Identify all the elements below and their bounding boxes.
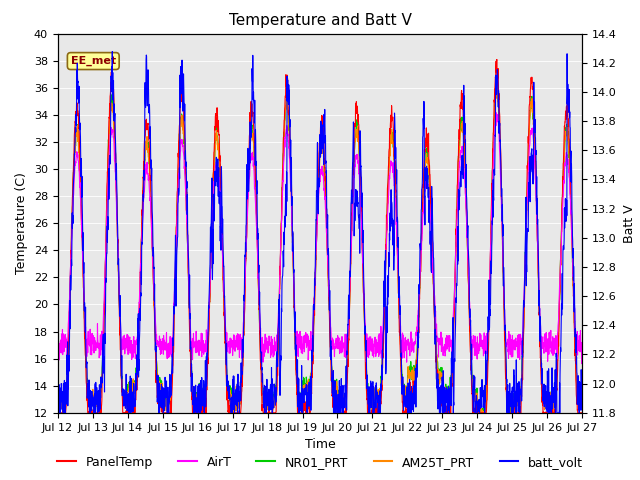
AirT — [547, 327, 555, 333]
NR01_PRT — [200, 386, 208, 392]
AirT — [335, 335, 342, 341]
batt_volt — [532, 198, 540, 204]
AM25T_PRT — [547, 397, 555, 403]
PanelTemp — [532, 182, 540, 188]
AirT — [578, 361, 586, 367]
batt_volt — [54, 386, 61, 392]
Line: NR01_PRT: NR01_PRT — [58, 86, 582, 413]
AM25T_PRT — [347, 260, 355, 265]
NR01_PRT — [474, 410, 482, 416]
AM25T_PRT — [54, 404, 61, 409]
NR01_PRT — [472, 386, 480, 392]
NR01_PRT — [547, 393, 555, 399]
batt_volt — [347, 220, 355, 226]
Line: AirT: AirT — [58, 113, 582, 364]
batt_volt — [547, 393, 555, 398]
Y-axis label: Batt V: Batt V — [623, 204, 636, 242]
AM25T_PRT — [532, 201, 540, 207]
PanelTemp — [493, 57, 500, 62]
PanelTemp — [335, 410, 342, 416]
Line: AM25T_PRT: AM25T_PRT — [58, 83, 582, 413]
AM25T_PRT — [579, 400, 586, 406]
AirT — [200, 344, 208, 350]
AM25T_PRT — [200, 389, 208, 395]
Legend: PanelTemp, AirT, NR01_PRT, AM25T_PRT, batt_volt: PanelTemp, AirT, NR01_PRT, AM25T_PRT, ba… — [52, 451, 588, 474]
NR01_PRT — [335, 387, 342, 393]
AirT — [472, 346, 480, 352]
NR01_PRT — [54, 395, 61, 400]
NR01_PRT — [493, 83, 500, 89]
PanelTemp — [579, 410, 586, 416]
batt_volt — [473, 395, 481, 401]
AM25T_PRT — [472, 396, 480, 402]
batt_volt — [200, 393, 208, 398]
batt_volt — [335, 378, 343, 384]
batt_volt — [108, 48, 116, 54]
NR01_PRT — [346, 273, 354, 279]
AirT — [493, 110, 500, 116]
batt_volt — [55, 410, 63, 416]
Title: Temperature and Batt V: Temperature and Batt V — [228, 13, 412, 28]
Line: PanelTemp: PanelTemp — [58, 60, 582, 413]
AirT — [532, 199, 540, 204]
AirT — [579, 353, 586, 359]
AirT — [346, 268, 354, 274]
AM25T_PRT — [493, 80, 501, 86]
PanelTemp — [54, 410, 61, 416]
AM25T_PRT — [230, 410, 237, 416]
PanelTemp — [472, 398, 480, 404]
PanelTemp — [200, 407, 208, 412]
X-axis label: Time: Time — [305, 438, 335, 451]
PanelTemp — [547, 410, 555, 416]
Text: EE_met: EE_met — [70, 56, 116, 66]
NR01_PRT — [579, 394, 586, 400]
Line: batt_volt: batt_volt — [58, 51, 582, 413]
AirT — [54, 331, 61, 337]
PanelTemp — [346, 279, 354, 285]
AM25T_PRT — [335, 395, 343, 400]
Y-axis label: Temperature (C): Temperature (C) — [15, 172, 28, 274]
batt_volt — [579, 399, 586, 405]
NR01_PRT — [532, 195, 540, 201]
